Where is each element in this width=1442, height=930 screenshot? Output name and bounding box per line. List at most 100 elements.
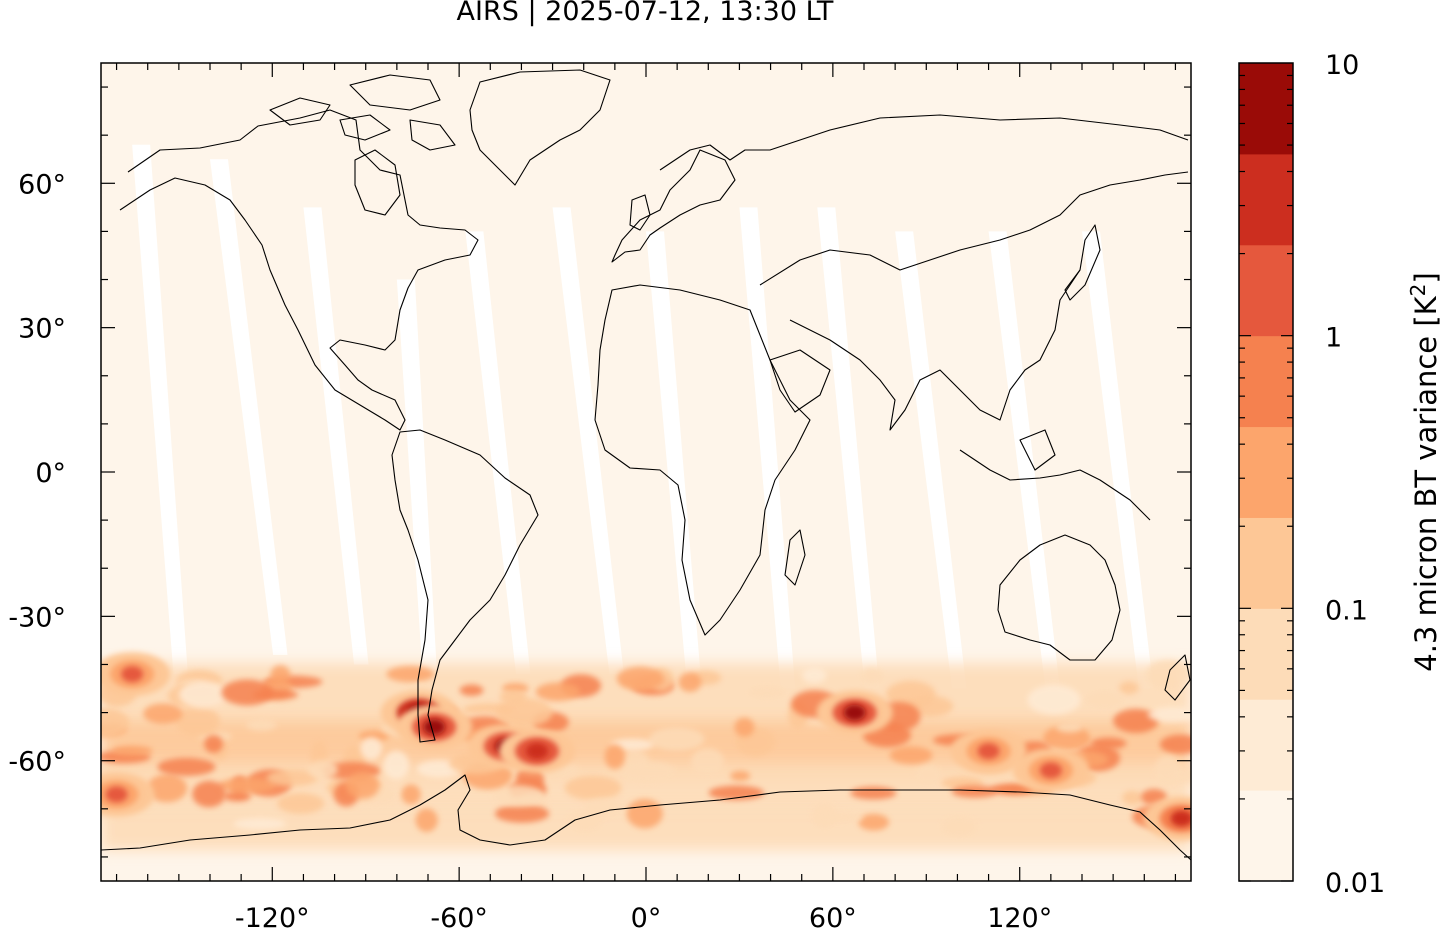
variance-patch bbox=[495, 698, 553, 728]
variance-patch bbox=[266, 769, 318, 787]
y-tick-label: 30° bbox=[18, 314, 66, 345]
variance-patch bbox=[730, 770, 751, 781]
variance-patch bbox=[112, 745, 153, 756]
variance-patch bbox=[1113, 708, 1159, 733]
coast-indonesia bbox=[959, 429, 1151, 521]
colorbar-tick-label: 0.01 bbox=[1325, 868, 1385, 899]
variance-patch bbox=[277, 793, 325, 814]
colorbar: 10 1 0.1 0.01 bbox=[1238, 50, 1385, 899]
coast-north-america bbox=[119, 109, 479, 431]
coast-arabia bbox=[769, 349, 831, 413]
colorbar-frame bbox=[1238, 62, 1294, 882]
variance-patch bbox=[648, 727, 705, 751]
y-tick-label: -30° bbox=[8, 602, 66, 633]
variance-patch bbox=[690, 748, 725, 775]
variance-patch bbox=[1154, 755, 1181, 785]
colorbar-tick-label: 10 bbox=[1325, 50, 1359, 81]
variance-patch bbox=[748, 686, 786, 699]
variance-patch bbox=[217, 777, 277, 794]
variance-patch bbox=[192, 780, 226, 808]
swath-gap bbox=[1082, 231, 1154, 689]
colorbar-segment bbox=[1239, 790, 1293, 882]
swath-gap bbox=[646, 231, 702, 689]
variance-field bbox=[101, 652, 1191, 851]
swath-gap bbox=[396, 279, 437, 675]
variance-patch bbox=[143, 703, 183, 724]
variance-patch bbox=[1027, 684, 1081, 715]
variance-patch bbox=[415, 808, 438, 833]
colorbar-segment bbox=[1239, 608, 1293, 700]
variance-patch bbox=[1091, 737, 1127, 750]
variance-patch bbox=[178, 680, 228, 709]
x-tick-label: 0° bbox=[631, 903, 662, 930]
variance-patch bbox=[1043, 725, 1091, 751]
variance-patch bbox=[233, 818, 286, 830]
y-tick-label: 0° bbox=[35, 458, 66, 489]
variance-patch bbox=[861, 667, 883, 685]
swath-gap bbox=[465, 231, 531, 675]
coast-arctic-islands bbox=[269, 74, 456, 151]
variance-patch bbox=[626, 798, 663, 829]
variance-patch bbox=[459, 684, 484, 696]
variance-patch bbox=[1146, 660, 1191, 690]
swath-gap bbox=[739, 207, 796, 689]
variance-patch bbox=[1122, 790, 1143, 805]
swath-gap bbox=[817, 207, 880, 689]
coast-greenland bbox=[469, 69, 611, 186]
colorbar-label-close: ] bbox=[1409, 272, 1442, 283]
variance-patch bbox=[1159, 734, 1191, 755]
variance-hotspot bbox=[526, 743, 548, 760]
variance-patch bbox=[678, 672, 702, 693]
colorbar-label: 4.3 micron BT variance [K2] bbox=[1406, 272, 1442, 672]
coast-madagascar bbox=[784, 529, 806, 586]
colorbar-tick-label: 0.1 bbox=[1325, 595, 1368, 626]
variance-hotspot bbox=[423, 719, 446, 736]
variance-patch bbox=[252, 689, 299, 700]
swath-gaps bbox=[132, 144, 1154, 689]
colorbar-segment bbox=[1239, 244, 1293, 337]
variance-hotspot bbox=[121, 666, 144, 683]
variance-patch bbox=[499, 689, 527, 705]
variance-hotspot bbox=[1039, 762, 1062, 779]
variance-hotspot bbox=[1170, 810, 1191, 827]
variance-patch bbox=[383, 750, 410, 780]
variance-patch bbox=[1119, 681, 1139, 695]
swath-gap bbox=[895, 231, 967, 689]
swath-gap bbox=[210, 159, 288, 655]
variance-patch bbox=[616, 666, 664, 691]
variance-patch bbox=[360, 737, 383, 760]
colorbar-segment bbox=[1239, 699, 1293, 791]
variance-patch bbox=[889, 746, 933, 765]
variance-patch bbox=[915, 765, 942, 785]
variance-hotspot bbox=[105, 786, 128, 803]
variance-patch bbox=[858, 813, 890, 831]
variance-patch bbox=[345, 771, 380, 799]
variance-patch bbox=[493, 785, 545, 807]
coast-new-zealand bbox=[1164, 654, 1191, 701]
y-tick-label: 60° bbox=[18, 169, 66, 200]
variance-patch bbox=[221, 679, 274, 706]
coast-antarctica bbox=[101, 774, 1191, 861]
swath-gap bbox=[988, 231, 1060, 689]
x-tick-label: 120° bbox=[987, 903, 1052, 930]
variance-patch bbox=[583, 798, 622, 817]
swath-gap bbox=[303, 207, 369, 665]
variance-patch bbox=[246, 718, 277, 731]
coast-japan bbox=[1064, 224, 1101, 301]
colorbar-label-superscript: 2 bbox=[1406, 284, 1430, 297]
colorbar-segment bbox=[1239, 153, 1293, 246]
swath-gap bbox=[552, 207, 624, 675]
colorbar-segment bbox=[1239, 517, 1293, 609]
variance-patch bbox=[401, 784, 421, 805]
variance-patch bbox=[494, 804, 550, 823]
variance-patch bbox=[814, 811, 864, 823]
x-tick-label: -120° bbox=[235, 903, 310, 930]
coast-uk bbox=[629, 194, 651, 231]
variance-patch bbox=[567, 810, 603, 832]
colorbar-segment bbox=[1239, 426, 1293, 518]
coast-australia bbox=[997, 534, 1121, 661]
swath-gap bbox=[132, 144, 188, 675]
colorbar-tick-label: 1 bbox=[1325, 323, 1342, 354]
coast-hudson-bay bbox=[354, 149, 401, 216]
